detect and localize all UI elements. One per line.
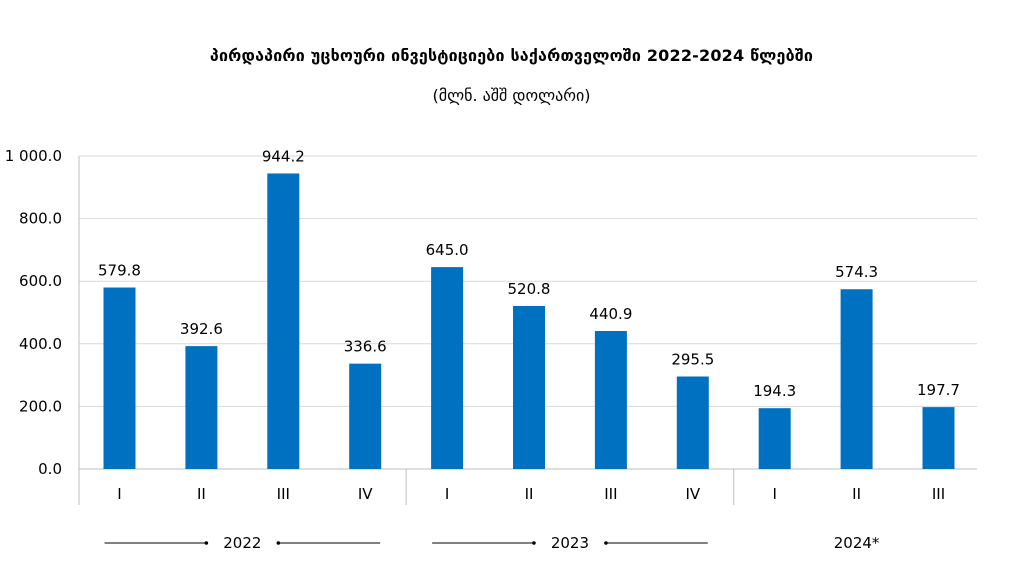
x-tick-label: I [445,485,449,503]
group-label: 2022 [223,534,261,552]
bar [676,376,709,469]
bar [185,346,218,469]
x-tick-label: II [852,485,861,503]
group-bracket-dot [604,541,608,545]
x-tick-label: IV [685,485,700,503]
y-tick-label: 600.0 [19,272,62,290]
x-tick-label: I [772,485,776,503]
chart-subtitle: (მლნ. აშშ დოლარი) [432,86,591,105]
bar-value-label: 392.6 [180,320,223,338]
y-tick-label: 200.0 [19,397,62,415]
group-label: 2023 [551,534,589,552]
bar-value-label: 440.9 [589,305,632,323]
bar-value-label: 520.8 [508,280,551,298]
x-tick-label: IV [358,485,373,503]
x-tick-label: I [117,485,121,503]
bar [267,173,300,469]
group-bracket-dot [532,541,536,545]
bar-value-label: 336.6 [344,338,387,356]
bar-value-label: 197.7 [917,381,960,399]
bar-value-label: 295.5 [671,351,714,369]
bar [513,305,545,469]
bar [922,407,955,469]
bar-value-label: 574.3 [835,263,878,281]
group-bracket-dot [276,541,281,545]
bar [349,363,382,469]
chart-title: პირდაპირი უცხოური ინვესტიციები საქართველ… [209,46,814,65]
y-tick-label: 1 000.0 [5,147,62,165]
bar [758,408,791,469]
x-tick-label: III [932,485,945,503]
bar-value-label: 194.3 [753,382,796,400]
group-bracket-dot [204,541,209,545]
bar [840,289,873,469]
x-tick-label: III [277,485,290,503]
bar [594,330,627,469]
bar [103,287,136,469]
x-tick-label: II [197,485,206,503]
x-tick-label: III [604,485,617,503]
bar [431,267,464,469]
x-tick-label: II [525,485,534,503]
group-label: 2024* [834,534,880,552]
y-tick-label: 800.0 [19,210,62,228]
y-tick-label: 400.0 [19,335,62,353]
bar-value-label: 944.2 [262,147,305,165]
bar-value-label: 579.8 [98,262,141,280]
bar-value-label: 645.0 [426,241,469,259]
y-tick-label: 0.0 [38,460,62,478]
